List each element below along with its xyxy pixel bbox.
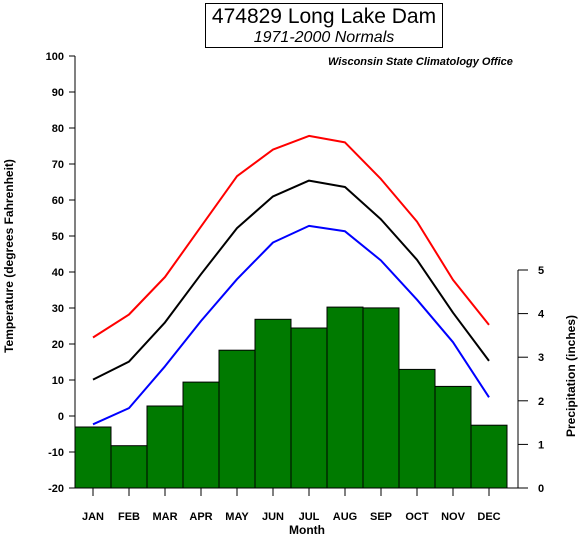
precip-bar-oct bbox=[398, 368, 436, 489]
right-tick-label: 2 bbox=[538, 396, 544, 408]
precip-bar-nov bbox=[434, 385, 472, 489]
right-tick-label: 5 bbox=[538, 265, 544, 277]
left-tick-label: 30 bbox=[52, 303, 64, 315]
chart-subtitle: 1971-2000 Normals bbox=[253, 29, 395, 46]
precip-bar-jan bbox=[74, 426, 112, 489]
left-tick-label: -10 bbox=[48, 447, 64, 459]
precip-bar-dec bbox=[470, 424, 508, 489]
left-tick-label: 70 bbox=[52, 159, 64, 171]
left-tick-label: 0 bbox=[58, 411, 64, 423]
x-tick-label-dec: DEC bbox=[477, 511, 500, 523]
x-tick-label-nov: NOV bbox=[441, 511, 466, 523]
left-tick-label: 80 bbox=[52, 123, 64, 135]
left-tick-label: 40 bbox=[52, 267, 64, 279]
precip-bar-apr bbox=[182, 381, 220, 489]
precipitation-bars bbox=[74, 306, 508, 489]
chart-title: 474829 Long Lake Dam bbox=[211, 5, 437, 28]
right-tick-label: 3 bbox=[538, 352, 544, 364]
x-tick-label-may: MAY bbox=[225, 511, 249, 523]
x-tick-label-oct: OCT bbox=[405, 511, 429, 523]
precip-bar-aug bbox=[326, 306, 364, 489]
x-tick-label-sep: SEP bbox=[370, 511, 392, 523]
x-tick-label-mar: MAR bbox=[152, 511, 177, 523]
left-tick-label: 60 bbox=[52, 195, 64, 207]
x-axis-label: Month bbox=[289, 523, 325, 537]
precip-bar-sep bbox=[362, 307, 400, 489]
right-tick-label: 1 bbox=[538, 439, 544, 451]
precip-bar-may bbox=[218, 349, 256, 489]
x-tick-label-jun: JUN bbox=[262, 511, 284, 523]
y-axis-label-right: Precipitation (inches) bbox=[564, 315, 578, 437]
temperature-lines bbox=[92, 134, 490, 426]
precip-bar-feb bbox=[110, 445, 148, 489]
right-tick-label: 0 bbox=[538, 483, 544, 495]
precip-bar-jun bbox=[254, 318, 292, 489]
precip-bar-jul bbox=[290, 327, 328, 489]
temperature-line-3 bbox=[92, 224, 490, 426]
x-tick-label-apr: APR bbox=[189, 511, 212, 523]
temperature-line-2 bbox=[92, 179, 490, 381]
x-tick-label-feb: FEB bbox=[118, 511, 140, 523]
temperature-line-1 bbox=[92, 134, 490, 339]
precip-bar-mar bbox=[146, 405, 184, 489]
right-tick-label: 4 bbox=[538, 309, 545, 321]
x-tick-label-jan: JAN bbox=[82, 511, 104, 523]
left-tick-label: 100 bbox=[46, 51, 64, 63]
left-tick-label: 50 bbox=[52, 231, 64, 243]
chart-title-box: 474829 Long Lake Dam 1971-2000 Normals bbox=[205, 3, 443, 48]
left-tick-label: 10 bbox=[52, 375, 64, 387]
y-axis-label-left: Temperature (degrees Fahrenheit) bbox=[2, 159, 16, 353]
left-tick-label: 20 bbox=[52, 339, 64, 351]
x-tick-label-aug: AUG bbox=[333, 511, 357, 523]
left-tick-label: -20 bbox=[48, 483, 64, 495]
left-tick-label: 90 bbox=[52, 87, 64, 99]
source-credit: Wisconsin State Climatology Office bbox=[328, 56, 513, 68]
x-tick-label-jul: JUL bbox=[299, 511, 320, 523]
